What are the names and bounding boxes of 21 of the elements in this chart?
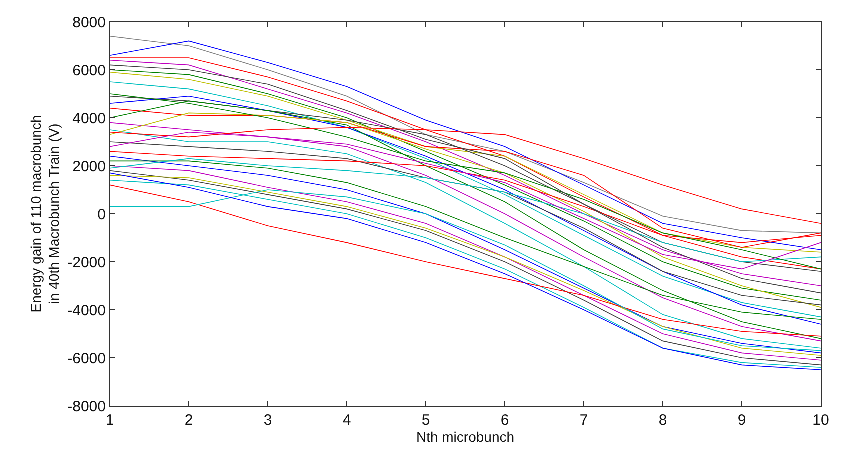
y-tick-label: 4000: [72, 110, 106, 128]
y-tick-label: -8000: [68, 398, 106, 416]
y-tick-label: 2000: [72, 158, 106, 176]
x-tick-label: 2: [184, 412, 194, 429]
x-tick-label: 6: [500, 412, 510, 429]
x-axis-title: Nth microbunch: [416, 429, 515, 445]
x-tick-label: 7: [580, 412, 588, 429]
y-tick-label: -2000: [68, 254, 106, 272]
x-tick-label: 8: [658, 412, 668, 429]
x-tick-label: 3: [264, 412, 272, 429]
x-tick-label: 1: [106, 412, 114, 429]
y-tick-label: 0: [98, 206, 106, 224]
y-tick-label: -6000: [68, 350, 106, 368]
y-axis-title: Energy gain of 110 macrobunch in 40th Macrobunch Train (V): [28, 115, 62, 313]
x-tick-label: 9: [738, 412, 746, 429]
x-tick-label: 4: [342, 412, 352, 429]
x-tick-label: 10: [812, 412, 830, 429]
y-tick-label: -4000: [68, 302, 106, 320]
x-tick-label: 5: [422, 412, 430, 429]
y-tick-label: 8000: [72, 14, 106, 32]
y-tick-label: 6000: [72, 62, 106, 80]
